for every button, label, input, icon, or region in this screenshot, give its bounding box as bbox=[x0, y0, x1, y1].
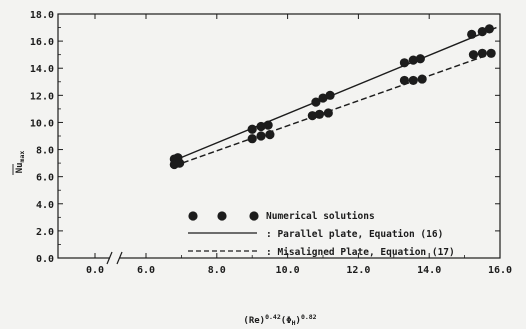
data-point bbox=[477, 27, 487, 37]
data-point bbox=[265, 130, 275, 140]
legend-parallel-label: : Parallel plate, Equation (16) bbox=[266, 229, 443, 240]
fit-lines bbox=[174, 26, 497, 167]
data-point bbox=[417, 74, 427, 84]
x-tick-label: 12.0 bbox=[346, 265, 370, 276]
data-point bbox=[484, 24, 494, 34]
y-tick-label: 10.0 bbox=[30, 118, 54, 129]
x-tick-label: 6.0 bbox=[137, 265, 155, 276]
data-point bbox=[467, 29, 477, 39]
data-point bbox=[415, 54, 425, 64]
x-tick-label: 14.0 bbox=[417, 265, 441, 276]
legend-marker-2 bbox=[217, 211, 227, 221]
y-axis-label-text: Numax bbox=[15, 151, 26, 174]
legend-misaligned-label: : Misaligned Plate, Equation (17) bbox=[266, 247, 455, 258]
data-point bbox=[323, 108, 333, 118]
y-tick-label: 4.0 bbox=[36, 200, 54, 211]
data-point bbox=[311, 97, 321, 107]
legend-numerical-label: Numerical solutions bbox=[266, 211, 375, 222]
data-points bbox=[169, 24, 496, 170]
misaligned-plate-line bbox=[174, 51, 497, 167]
y-tick-label: 8.0 bbox=[36, 146, 54, 157]
x-tick-labels: 0.0 6.0 8.0 10.0 12.0 14.0 16.0 bbox=[86, 265, 512, 276]
data-point bbox=[468, 50, 479, 60]
data-point bbox=[477, 48, 487, 58]
x-tick-label: 16.0 bbox=[488, 265, 512, 276]
legend-marker-1 bbox=[188, 211, 198, 221]
ticks-layer bbox=[58, 13, 501, 259]
data-point bbox=[307, 111, 317, 121]
y-tick-label: 2.0 bbox=[36, 227, 54, 238]
x-tick-label: 8.0 bbox=[208, 265, 226, 276]
data-point bbox=[175, 158, 185, 168]
data-point bbox=[399, 58, 410, 68]
y-tick-label: 0.0 bbox=[36, 254, 54, 265]
data-point bbox=[263, 120, 273, 130]
legend: Numerical solutions : Parallel plate, Eq… bbox=[188, 211, 455, 258]
y-tick-label: 18.0 bbox=[30, 10, 54, 21]
x-tick-label: 0.0 bbox=[86, 265, 104, 276]
data-point bbox=[247, 124, 257, 134]
data-point bbox=[256, 121, 266, 132]
data-point bbox=[408, 55, 418, 65]
axis-break-slash bbox=[116, 251, 123, 265]
data-point bbox=[314, 109, 325, 119]
y-tick-labels: 0.0 2.0 4.0 6.0 8.0 10.0 12.0 14.0 16.0 18.0 bbox=[30, 10, 54, 265]
axis-break-gap bbox=[110, 255, 119, 261]
y-tick-label: 6.0 bbox=[36, 173, 54, 184]
data-point bbox=[256, 131, 266, 141]
y-tick-label: 14.0 bbox=[30, 64, 54, 75]
legend-marker-3 bbox=[249, 211, 259, 221]
x-axis-label: (Re)0.42(ΦH)0.82 bbox=[243, 313, 316, 327]
y-axis-label: Numax bbox=[12, 151, 26, 175]
data-point bbox=[399, 75, 410, 86]
axis-break-mark bbox=[106, 251, 123, 265]
y-tick-label: 12.0 bbox=[30, 91, 54, 102]
parallel-plate-line bbox=[174, 26, 497, 162]
data-point bbox=[318, 93, 328, 103]
data-point bbox=[486, 48, 496, 58]
data-point bbox=[325, 90, 335, 100]
data-point bbox=[247, 134, 257, 144]
y-tick-label: 16.0 bbox=[30, 37, 54, 48]
axis-break-slash bbox=[106, 251, 113, 265]
x-tick-label: 10.0 bbox=[276, 265, 300, 276]
data-point bbox=[408, 75, 418, 86]
